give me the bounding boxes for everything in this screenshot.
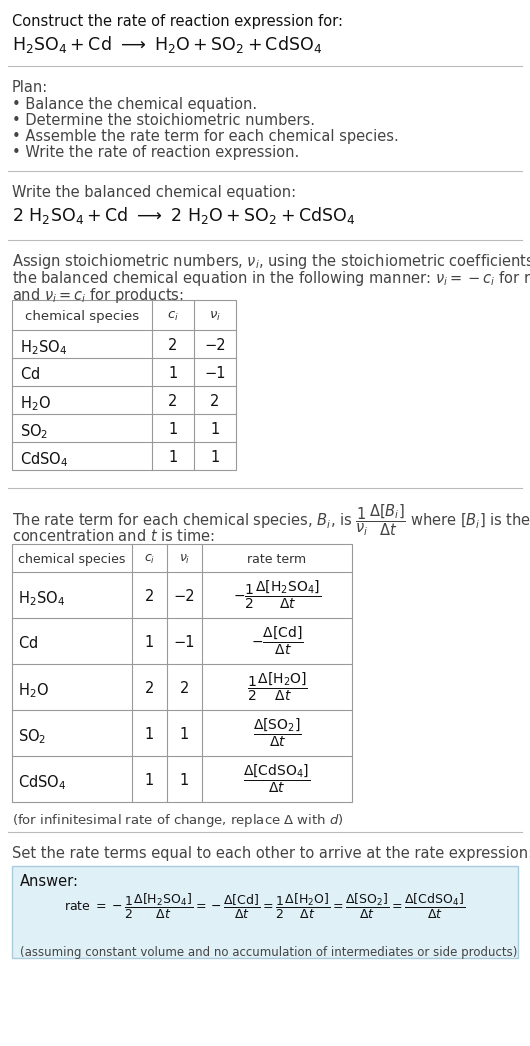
- Text: $-\dfrac{1}{2}\dfrac{\Delta[\mathrm{H_2SO_4}]}{\Delta t}$: $-\dfrac{1}{2}\dfrac{\Delta[\mathrm{H_2S…: [233, 578, 321, 611]
- Text: $\nu_i$: $\nu_i$: [179, 553, 190, 566]
- Text: Set the rate terms equal to each other to arrive at the rate expression:: Set the rate terms equal to each other t…: [12, 846, 530, 861]
- Text: $c_i$: $c_i$: [144, 553, 155, 566]
- Text: 2: 2: [169, 394, 178, 409]
- Text: −1: −1: [204, 366, 226, 381]
- Text: 1: 1: [210, 422, 219, 437]
- Text: 1: 1: [169, 366, 178, 381]
- Text: • Assemble the rate term for each chemical species.: • Assemble the rate term for each chemic…: [12, 129, 399, 144]
- Text: $\dfrac{\Delta[\mathrm{CdSO_4}]}{\Delta t}$: $\dfrac{\Delta[\mathrm{CdSO_4}]}{\Delta …: [243, 763, 311, 795]
- Text: chemical species: chemical species: [19, 553, 126, 566]
- Bar: [12, 866, 518, 958]
- Text: 1: 1: [169, 450, 178, 465]
- Text: (assuming constant volume and no accumulation of intermediates or side products): (assuming constant volume and no accumul…: [20, 946, 517, 959]
- Text: $\mathrm{H_2SO_4}$: $\mathrm{H_2SO_4}$: [18, 589, 65, 608]
- Text: 2: 2: [145, 589, 154, 604]
- Text: • Balance the chemical equation.: • Balance the chemical equation.: [12, 97, 257, 112]
- Text: $\mathrm{2\ H_2SO_4 + Cd\ \longrightarrow\ 2\ H_2O + SO_2 + CdSO_4}$: $\mathrm{2\ H_2SO_4 + Cd\ \longrightarro…: [12, 205, 356, 226]
- Text: rate $= -\dfrac{1}{2}\dfrac{\Delta[\mathrm{H_2SO_4}]}{\Delta t}= -\dfrac{\Delta[: rate $= -\dfrac{1}{2}\dfrac{\Delta[\math…: [65, 891, 465, 920]
- Text: −2: −2: [204, 338, 226, 353]
- Text: • Determine the stoichiometric numbers.: • Determine the stoichiometric numbers.: [12, 113, 315, 128]
- Text: 2: 2: [180, 681, 189, 696]
- Text: 1: 1: [145, 727, 154, 742]
- Text: the balanced chemical equation in the following manner: $\nu_i = -c_i$ for react: the balanced chemical equation in the fo…: [12, 269, 530, 288]
- Text: $\mathrm{SO_2}$: $\mathrm{SO_2}$: [20, 422, 48, 440]
- Text: $\mathrm{CdSO_4}$: $\mathrm{CdSO_4}$: [18, 773, 66, 792]
- Text: $\mathrm{Cd}$: $\mathrm{Cd}$: [20, 366, 40, 382]
- Bar: [12, 300, 236, 470]
- Text: $\dfrac{1}{2}\dfrac{\Delta[\mathrm{H_2O}]}{\Delta t}$: $\dfrac{1}{2}\dfrac{\Delta[\mathrm{H_2O}…: [246, 670, 307, 703]
- Text: (for infinitesimal rate of change, replace $\Delta$ with $d$): (for infinitesimal rate of change, repla…: [12, 812, 344, 829]
- Text: 1: 1: [210, 450, 219, 465]
- Text: $\mathrm{H_2SO_4 + Cd\ \longrightarrow\ H_2O + SO_2 + CdSO_4}$: $\mathrm{H_2SO_4 + Cd\ \longrightarrow\ …: [12, 35, 322, 55]
- Text: 1: 1: [180, 773, 189, 788]
- Text: $c_i$: $c_i$: [167, 310, 179, 323]
- Text: The rate term for each chemical species, $B_i$, is $\dfrac{1}{\nu_i}\dfrac{\Delt: The rate term for each chemical species,…: [12, 502, 530, 538]
- Text: −2: −2: [174, 589, 196, 604]
- Text: 2: 2: [210, 394, 220, 409]
- Text: and $\nu_i = c_i$ for products:: and $\nu_i = c_i$ for products:: [12, 286, 184, 305]
- Text: Assign stoichiometric numbers, $\nu_i$, using the stoichiometric coefficients, $: Assign stoichiometric numbers, $\nu_i$, …: [12, 252, 530, 271]
- Text: $\mathrm{Cd}$: $\mathrm{Cd}$: [18, 635, 38, 651]
- Text: chemical species: chemical species: [25, 310, 139, 323]
- Text: 2: 2: [145, 681, 154, 696]
- Text: concentration and $t$ is time:: concentration and $t$ is time:: [12, 528, 215, 544]
- Text: Plan:: Plan:: [12, 79, 48, 95]
- Text: 2: 2: [169, 338, 178, 353]
- Text: $\mathrm{H_2O}$: $\mathrm{H_2O}$: [18, 681, 49, 700]
- Bar: [12, 544, 352, 802]
- Text: 1: 1: [145, 635, 154, 650]
- Text: Write the balanced chemical equation:: Write the balanced chemical equation:: [12, 185, 296, 200]
- Text: 1: 1: [169, 422, 178, 437]
- Text: $\mathrm{H_2O}$: $\mathrm{H_2O}$: [20, 394, 51, 413]
- Text: Answer:: Answer:: [20, 874, 79, 889]
- Text: $\dfrac{\Delta[\mathrm{SO_2}]}{\Delta t}$: $\dfrac{\Delta[\mathrm{SO_2}]}{\Delta t}…: [253, 717, 302, 749]
- Text: 1: 1: [145, 773, 154, 788]
- Text: $\mathrm{H_2SO_4}$: $\mathrm{H_2SO_4}$: [20, 338, 67, 357]
- Text: $\mathrm{SO_2}$: $\mathrm{SO_2}$: [18, 727, 46, 746]
- Text: $\nu_i$: $\nu_i$: [209, 310, 221, 323]
- Text: −1: −1: [174, 635, 195, 650]
- Text: Construct the rate of reaction expression for:: Construct the rate of reaction expressio…: [12, 14, 343, 29]
- Text: $\mathrm{CdSO_4}$: $\mathrm{CdSO_4}$: [20, 450, 68, 469]
- Text: • Write the rate of reaction expression.: • Write the rate of reaction expression.: [12, 145, 299, 160]
- Text: rate term: rate term: [248, 553, 306, 566]
- Text: $-\dfrac{\Delta[\mathrm{Cd}]}{\Delta t}$: $-\dfrac{\Delta[\mathrm{Cd}]}{\Delta t}$: [251, 624, 303, 657]
- Text: 1: 1: [180, 727, 189, 742]
